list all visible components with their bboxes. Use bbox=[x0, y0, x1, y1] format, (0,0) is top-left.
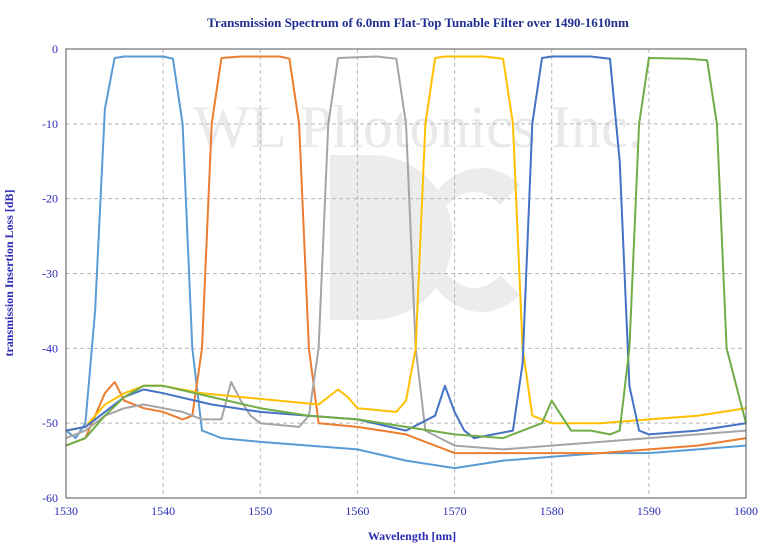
x-tick-label: 1540 bbox=[151, 504, 175, 518]
y-axis-label: transmission Insertion Loss [dB] bbox=[2, 189, 16, 356]
y-tick-label: -20 bbox=[42, 192, 58, 206]
series-line-3 bbox=[65, 55, 747, 451]
y-tick-label: -30 bbox=[42, 267, 58, 281]
chart-title: Transmission Spectrum of 6.0nm Flat-Top … bbox=[207, 15, 629, 30]
series-line-2 bbox=[65, 55, 747, 455]
x-axis-label: Wavelength [nm] bbox=[368, 529, 456, 543]
y-tick-label: -10 bbox=[42, 117, 58, 131]
series-line-6 bbox=[65, 57, 747, 447]
y-tick-label: -60 bbox=[42, 491, 58, 505]
series-line-5 bbox=[65, 55, 747, 440]
y-tick-label: 0 bbox=[52, 42, 58, 56]
x-tick-labels: 1530 1540 1550 1560 1570 1580 1590 1600 bbox=[54, 504, 758, 518]
x-tick-label: 1600 bbox=[734, 504, 758, 518]
y-tick-labels: 0 -10 -20 -30 -40 -50 -60 bbox=[42, 42, 58, 505]
watermark-text: WL Photonics Inc. bbox=[193, 94, 642, 160]
x-tick-label: 1580 bbox=[540, 504, 564, 518]
y-tick-label: -40 bbox=[42, 341, 58, 355]
series-line-1 bbox=[65, 55, 747, 470]
x-tick-label: 1550 bbox=[248, 504, 272, 518]
watermark-logo bbox=[330, 155, 520, 320]
plot-frame bbox=[65, 48, 747, 499]
x-tick-label: 1570 bbox=[443, 504, 467, 518]
x-tick-label: 1590 bbox=[637, 504, 661, 518]
x-tick-label: 1560 bbox=[345, 504, 369, 518]
x-tick-label: 1530 bbox=[54, 504, 78, 518]
y-tick-label: -50 bbox=[42, 416, 58, 430]
series-group bbox=[65, 55, 747, 470]
